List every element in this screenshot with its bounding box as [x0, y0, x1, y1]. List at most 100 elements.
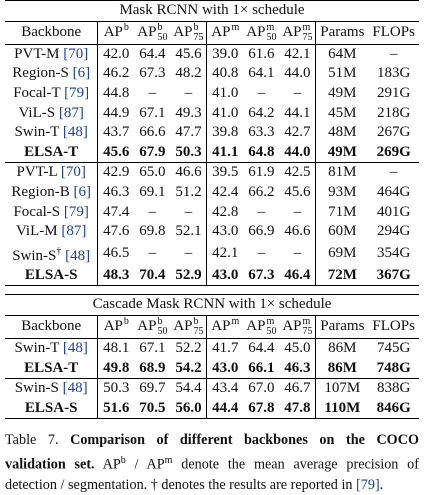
value-cell: 49M: [315, 142, 369, 164]
header-text: Backbone: [21, 318, 82, 335]
backbone-cell: Focal-T [79]: [5, 83, 99, 104]
header-sup: b: [157, 21, 163, 33]
value-cell: 464G: [376, 184, 411, 201]
header-text: AP: [246, 24, 266, 41]
caption-text: .: [379, 476, 384, 493]
value-cell: 46.3: [279, 358, 317, 379]
cascade-table: Cascade Mask RCNN with 1× schedule Backbo…: [5, 294, 419, 420]
value-cell: 70.4: [134, 265, 171, 287]
value-cell: 47.4: [103, 203, 130, 220]
value-cell: 51M: [328, 65, 357, 82]
value-cell: 183G: [376, 65, 411, 82]
value-cell: 52.9: [170, 265, 208, 287]
column-header: Backbone: [5, 315, 99, 339]
citation: [79]: [63, 203, 89, 220]
value-cell: 46.7: [279, 378, 317, 399]
table-caption: Table 7. Comparison of different backbon…: [5, 430, 419, 495]
backbone-name: Focal-S: [13, 203, 61, 220]
value-cell: –: [170, 202, 208, 222]
value-cell: 64.1: [248, 65, 275, 82]
caption-bold: Comparison of different backbones on the…: [5, 432, 420, 473]
caption-text: AP: [94, 456, 121, 473]
backbone-cell: Swin-T [48]: [5, 338, 99, 359]
backbone-name: ELSA-T: [24, 143, 79, 160]
table-row: Swin-S [48] 50.3 69.7 54.4 43.4 67.0 46.7 107M 8…: [5, 378, 419, 399]
header-text: Params: [320, 24, 365, 41]
table-row: ELSA-S 51.6 70.5 56.0 44.4 67.8 47.8 110M 846G: [5, 398, 419, 420]
backbone-name: PVT-M: [14, 45, 60, 62]
citation: [6]: [73, 184, 91, 201]
value-cell: 41.7: [212, 340, 239, 357]
value-cell: 66.9: [248, 223, 275, 240]
citation: [48]: [62, 340, 88, 357]
citation: [70]: [63, 45, 89, 62]
header-sub: 75: [193, 31, 204, 43]
value-cell: 86M: [328, 340, 357, 357]
backbone-cell: Swin-S [48]: [5, 378, 99, 399]
value-cell: 66.1: [243, 358, 280, 379]
value-cell: 60M: [328, 223, 357, 240]
value-cell: 46.3: [103, 184, 130, 201]
table-row: ELSA-T 45.6 67.9 50.3 41.1 64.8 44.0 49M 269G: [5, 142, 419, 164]
value-cell: 47.8: [279, 398, 317, 420]
value-cell: –: [148, 203, 157, 220]
value-cell: 45M: [328, 104, 357, 121]
value-cell: 67.0: [248, 380, 275, 397]
value-cell: 67.1: [139, 104, 166, 121]
header-sub: 75: [193, 325, 204, 337]
value-cell: 39.0: [212, 45, 239, 62]
value-cell: 66.2: [248, 184, 275, 201]
header-scripts: m: [231, 316, 239, 336]
table-row: Region-B [6] 46.3 69.1 51.2 42.4 66.2 45.6 93M 4…: [5, 182, 419, 203]
value-cell: 846G: [368, 398, 419, 420]
value-cell: –: [279, 202, 317, 222]
header-sup: b: [193, 21, 199, 33]
header-sub-space: [124, 327, 129, 336]
value-cell: 110M: [315, 398, 369, 420]
value-cell: 52.2: [170, 338, 208, 359]
value-cell: 67.9: [134, 142, 171, 164]
header-row: Backbone AP b AP b 50 AP b 75 AP m AP m 50 AP m 75 Para…: [5, 21, 419, 45]
column-header: AP m: [206, 21, 244, 45]
column-header: AP b: [97, 21, 135, 45]
backbone-cell: Region-S [6]: [5, 64, 99, 84]
value-cell: 42.8: [212, 203, 239, 220]
table-row: ELSA-S 48.3 70.4 52.9 43.0 67.3 46.4 72M 367G: [5, 265, 419, 287]
value-cell: –: [170, 241, 208, 266]
value-cell: 41.1: [206, 142, 244, 164]
value-cell: 42.4: [212, 184, 239, 201]
value-cell: 46.4: [279, 265, 317, 287]
value-cell: 71M: [328, 203, 357, 220]
citation: [48]: [65, 247, 91, 264]
backbone-name: PVT-L: [16, 164, 58, 181]
value-cell: 47.7: [170, 122, 208, 143]
backbone-name: ELSA-S: [24, 266, 78, 283]
header-sub: 50: [266, 325, 277, 337]
value-cell: 68.9: [134, 358, 171, 379]
value-cell: 44.1: [279, 103, 317, 123]
header-text: Params: [320, 318, 365, 335]
table-title: Mask RCNN with 1× schedule: [5, 0, 419, 22]
backbone-cell: ViL-S [87]: [5, 103, 99, 123]
header-sub-space: [124, 33, 129, 42]
value-cell: 50.3: [103, 380, 130, 397]
value-cell: –: [257, 203, 266, 220]
value-cell: 50.3: [170, 142, 208, 164]
backbone-cell: ELSA-S: [5, 265, 99, 287]
header-sup: b: [157, 315, 163, 327]
header-scripts: m 75: [302, 315, 313, 336]
value-cell: 267G: [376, 124, 411, 141]
header-sup: m: [302, 315, 311, 327]
header-scripts: m 75: [303, 22, 313, 42]
header-text: AP: [211, 318, 231, 335]
header-text: AP: [282, 318, 302, 335]
value-cell: 291G: [376, 85, 411, 102]
value-cell: 48.1: [103, 340, 130, 357]
value-cell: 67.3: [243, 265, 280, 287]
value-cell: –: [389, 164, 398, 181]
value-cell: 45.6: [279, 182, 317, 203]
table-row: ViL-S [87] 44.9 67.1 49.3 41.0 64.2 44.1 45M 218…: [5, 103, 419, 123]
value-cell: 52.1: [170, 221, 208, 242]
value-cell: 42.7: [279, 122, 317, 143]
